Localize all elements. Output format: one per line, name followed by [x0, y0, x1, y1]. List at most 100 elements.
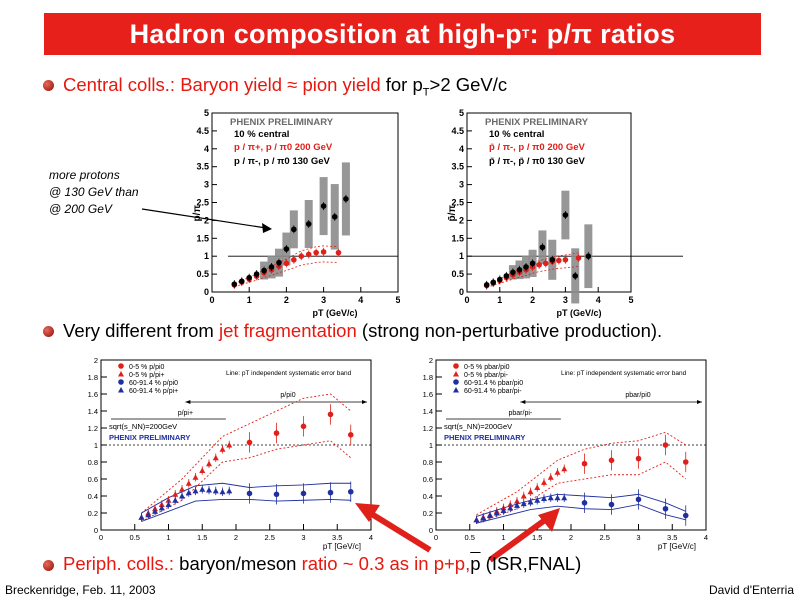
data-point — [343, 196, 349, 202]
data-point — [523, 264, 529, 270]
x-tick-label: 0 — [99, 533, 103, 542]
data-point — [212, 487, 219, 494]
data-point — [575, 255, 582, 261]
x-tick-label: 3 — [301, 533, 305, 542]
data-point — [490, 279, 497, 286]
data-point — [507, 504, 514, 511]
data-point — [534, 484, 541, 490]
chart-periph-pbar-pi: 0 0.2 0.4 0.6 0.8 1 1.2 1.4 1.6 1.8 2 0 0.5 1 1.5 2 2.5 3… — [423, 356, 709, 551]
x-tick-label: 0 — [209, 295, 214, 305]
data-point — [305, 251, 312, 258]
bullet-jet-red: jet fragmentation — [218, 320, 357, 341]
y-tick-label: 1 — [204, 251, 209, 261]
x-tick-label: 5 — [628, 295, 633, 305]
data-point — [500, 507, 507, 513]
y-tick-label: 0.5 — [196, 269, 209, 279]
annotation-line2: @ 130 GeV than — [49, 185, 139, 199]
data-point — [300, 423, 307, 430]
x-tick-label: 4 — [358, 295, 363, 305]
annotation-text: more protons @ 130 GeV than @ 200 GeV — [49, 167, 139, 218]
arrow-label: p/pi+ — [178, 410, 193, 417]
y-tick-label: 3 — [459, 180, 464, 190]
y-tick-label: 0.4 — [423, 492, 433, 501]
arrow-head — [362, 400, 367, 404]
legend-entry: 60-91.4 % pbar/pi0 — [464, 380, 523, 387]
bullet-jet: Very different from jet fragmentation (s… — [63, 320, 662, 342]
data-point — [273, 491, 280, 498]
data-point — [635, 496, 642, 503]
footer-left: Breckenridge, Feb. 11, 2003 — [5, 583, 156, 597]
x-axis-label: pT [GeV/c] — [323, 542, 361, 551]
data-point — [313, 249, 319, 256]
x-tick-label: 3.5 — [667, 533, 677, 542]
bullet-central-post: >2 GeV/c — [429, 74, 508, 95]
bullet-periph-black1: baryon/meson — [174, 553, 302, 574]
y-tick-label: 0.6 — [88, 475, 98, 484]
bullet-jet-post: (strong non-perturbative production). — [356, 320, 663, 341]
data-point — [534, 497, 541, 503]
data-point — [192, 487, 199, 494]
annotation-line1: more protons — [49, 168, 120, 182]
data-point — [206, 460, 212, 467]
bullet-central-sub: T — [422, 86, 430, 99]
data-point — [541, 479, 547, 485]
data-point — [554, 494, 561, 501]
data-point — [536, 261, 542, 268]
bullet-central-pre: for p — [380, 74, 423, 95]
y-tick-label: 0.2 — [423, 509, 433, 518]
y-tick-label: 1.2 — [423, 424, 433, 433]
y-tick-label: 5 — [204, 108, 209, 118]
x-tick-label: 3 — [636, 533, 640, 542]
data-point — [179, 493, 185, 499]
data-point — [347, 432, 354, 438]
data-point — [542, 260, 549, 267]
data-point — [562, 256, 569, 263]
y-tick-label: 1.5 — [451, 233, 464, 243]
bullet-periph-pbar: p — [470, 553, 481, 574]
data-point — [527, 488, 534, 495]
data-point — [298, 253, 305, 259]
x-tick-label: 2 — [234, 533, 238, 542]
bullet-periph-red2: ratio ~ 0.3 as in p+p, — [301, 553, 471, 574]
data-point — [199, 467, 206, 473]
energy-label: sqrt(s_NN)=200GeV — [109, 422, 177, 431]
y-tick-label: 1.8 — [88, 373, 98, 382]
data-point — [300, 490, 307, 497]
data-point — [662, 442, 669, 448]
data-point — [165, 497, 172, 503]
data-point — [662, 505, 669, 512]
x-tick-label: 2.5 — [265, 533, 275, 542]
data-point — [283, 246, 290, 252]
legend-entry: 0-5 % p/pi+ — [129, 372, 165, 379]
error-band — [141, 393, 352, 514]
data-point — [320, 203, 327, 209]
chart-periph-p-pi: 0 0.2 0.4 0.6 0.8 1 1.2 1.4 1.6 1.8 2 0 0.5 1 1.5 2 2.5 3… — [88, 356, 374, 551]
data-point — [219, 446, 226, 452]
legend-entry: 60-91.4 % pbar/pi- — [464, 388, 522, 395]
data-point — [514, 502, 520, 508]
x-tick-label: 2 — [530, 295, 535, 305]
data-point — [483, 282, 490, 288]
data-point — [497, 276, 503, 283]
data-point — [268, 264, 275, 270]
legend-entry: p / π+, p / π0 200 GeV — [234, 142, 333, 153]
data-point — [118, 371, 124, 377]
legend-entry: p̄ / π-, p̄ / π0 130 GeV — [489, 156, 586, 167]
y-tick-label: 0 — [94, 526, 98, 535]
y-tick-label: 0.8 — [423, 458, 433, 467]
data-point — [516, 267, 523, 273]
data-point — [541, 495, 547, 502]
x-axis-label: pT (GeV/c) — [312, 308, 357, 318]
title-rest: : p/π ratios — [529, 18, 676, 49]
x-tick-label: 2.5 — [600, 533, 610, 542]
data-point — [305, 221, 312, 227]
arrow-label: pbar/pi- — [509, 410, 533, 417]
data-point — [273, 430, 280, 436]
data-point — [527, 498, 534, 505]
data-point — [561, 465, 568, 472]
data-point — [581, 500, 588, 506]
error-band — [476, 493, 686, 517]
data-point — [327, 411, 334, 418]
data-point — [320, 249, 327, 255]
